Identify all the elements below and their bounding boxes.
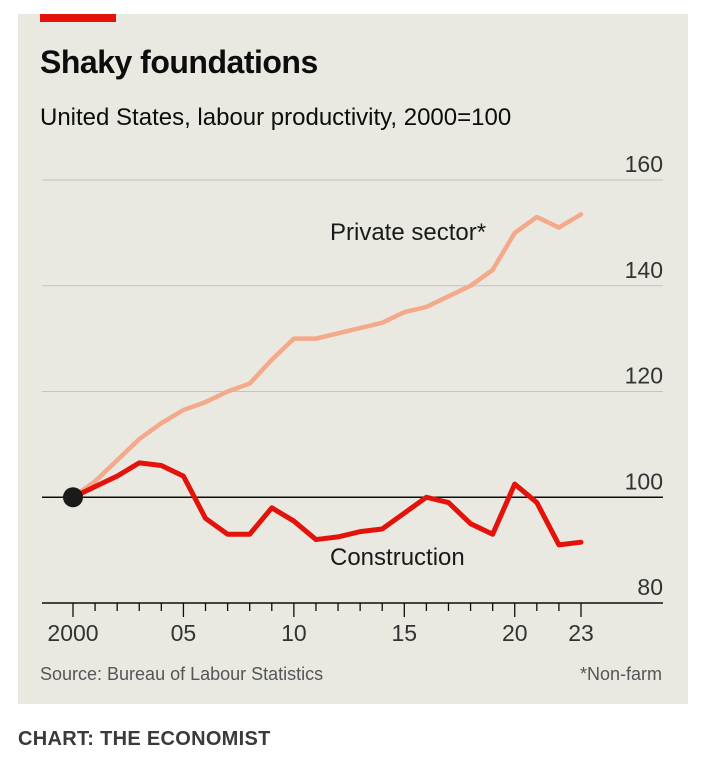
y-tick-label: 160 (625, 151, 663, 177)
x-tick-label: 23 (568, 620, 594, 646)
chart-card: Shaky foundations United States, labour … (18, 14, 688, 704)
y-tick-label: 120 (625, 363, 663, 389)
footnote: *Non-farm (579, 664, 662, 684)
x-tick-label: 15 (392, 620, 418, 646)
x-tick-label: 10 (281, 620, 307, 646)
x-tick-label: 2000 (47, 620, 98, 646)
chart-title: Shaky foundations (40, 44, 318, 80)
y-tick-label: 80 (637, 574, 663, 600)
y-tick-label: 140 (625, 257, 663, 283)
chart-subtitle: United States, labour productivity, 2000… (40, 104, 512, 131)
x-tick-label: 05 (171, 620, 197, 646)
series-label-construction: Construction (330, 544, 465, 571)
series-line-construction (70, 460, 584, 548)
start-point-marker (63, 487, 83, 508)
series-line-private-sector (70, 212, 584, 500)
x-tick-label: 20 (502, 620, 528, 646)
line-chart: 80 100 120 140 160 2000 05 10 15 20 23 Private sect… (42, 151, 663, 646)
chart-credit: CHART: THE ECONOMIST (18, 728, 271, 750)
series-label-private-sector: Private sector* (330, 219, 486, 246)
brand-accent-bar (40, 14, 116, 22)
source-note: Source: Bureau of Labour Statistics (40, 664, 324, 684)
y-tick-label: 100 (625, 468, 663, 494)
